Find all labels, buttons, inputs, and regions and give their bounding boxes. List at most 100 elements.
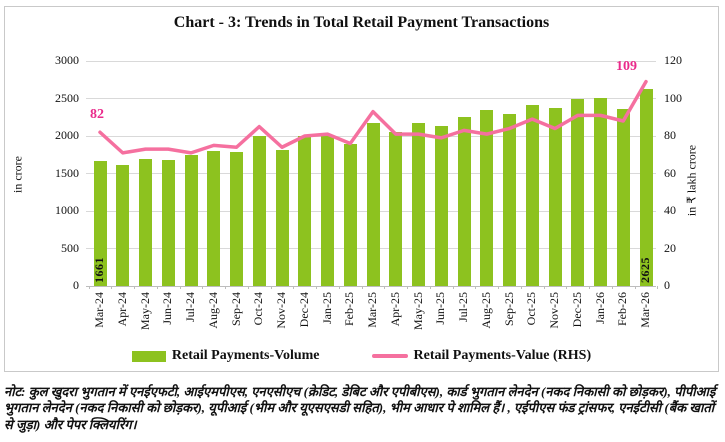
x-axis-label: Feb-25 [342, 292, 357, 326]
bar [389, 131, 403, 286]
left-axis-tick: 2000 [55, 128, 79, 142]
x-axis-label: Mar-24 [92, 292, 106, 328]
x-axis-label: Mar-26 [638, 292, 652, 328]
x-axis-label: Sep-25 [501, 292, 516, 326]
legend-item-value: Retail Payments-Value (RHS) [371, 348, 592, 364]
x-axis-tick [384, 286, 386, 289]
legend-item-volume: Retail Payments-Volume [131, 348, 320, 364]
left-axis-tick: 0 [73, 278, 79, 292]
chart-title: Chart - 3: Trends in Total Retail Paymen… [173, 14, 550, 31]
x-axis-tick [589, 286, 591, 289]
bar [548, 107, 562, 286]
x-axis-tick [498, 286, 500, 289]
bar [616, 109, 630, 286]
x-axis-tick [657, 286, 659, 289]
bar [116, 165, 130, 286]
x-axis-tick [429, 286, 431, 289]
x-axis-tick [225, 286, 227, 289]
legend-volume-label: Retail Payments-Volume [171, 348, 320, 363]
first-bar-value-label: 1661 [92, 257, 106, 283]
bar [275, 150, 289, 286]
plot-area: Mar-24 Apr-24 May-24 Jun-24 Jul-24 Aug-24 Sep-… [86, 59, 659, 330]
volume-swatch [131, 350, 166, 362]
gridline [86, 98, 656, 99]
x-axis-label: Jan-26 [592, 292, 607, 324]
chart-container: Chart - 3: Trends in Total Retail Paymen… [4, 6, 719, 372]
x-axis-tick [407, 286, 409, 289]
gridline [86, 60, 656, 62]
bar [412, 123, 425, 286]
x-axis-tick [520, 286, 522, 289]
x-axis-label: Dec-25 [569, 292, 584, 328]
x-axis-label: Jul-24 [183, 292, 197, 322]
bar [343, 144, 357, 286]
x-axis-label: Aug-25 [478, 292, 493, 329]
bar [594, 98, 607, 286]
bar [321, 135, 334, 286]
x-axis-tick [111, 286, 113, 289]
left-axis-title: in crore [10, 156, 25, 193]
x-axis-tick [316, 286, 318, 289]
x-axis-label: Nov-25 [547, 292, 561, 329]
gridline [86, 285, 656, 287]
right-axis-tick: 40 [664, 203, 676, 217]
bar [571, 98, 585, 286]
right-axis-tick: 80 [664, 128, 676, 142]
x-axis-label: Nov-24 [274, 292, 288, 329]
last-bar-value-label: 2625 [638, 257, 652, 283]
left-axis-tick: 500 [61, 240, 79, 255]
x-axis-tick [270, 286, 272, 289]
first-line-value-label: 82 [90, 107, 104, 123]
bar [525, 105, 539, 286]
x-axis-tick [452, 286, 454, 289]
left-axis-tick: 2500 [55, 90, 79, 105]
x-axis-tick [293, 286, 295, 289]
bar [298, 136, 312, 286]
x-axis-tick [338, 286, 340, 289]
footnote: नोट: कुल खुदरा भुगतान में एनईएफटी, आईएमप… [4, 384, 716, 432]
x-axis-label: Aug-24 [205, 292, 220, 329]
x-axis-label: Jun-24 [160, 292, 175, 325]
bar [184, 155, 198, 286]
x-axis-tick [475, 286, 477, 289]
x-axis-tick [543, 286, 545, 289]
bar [252, 135, 266, 286]
x-axis-label: Sep-24 [228, 292, 243, 326]
x-axis-tick [88, 286, 90, 289]
bar [161, 160, 175, 286]
right-axis-title: in ₹ lakh crore [684, 144, 699, 217]
x-axis-tick [566, 286, 568, 289]
x-axis-tick [611, 286, 613, 289]
x-axis-tick [156, 286, 158, 289]
legend-value-label: Retail Payments-Value (RHS) [413, 348, 592, 363]
value-swatch [371, 354, 408, 358]
x-axis-label: Mar-25 [365, 292, 379, 328]
left-axis-tick: 1000 [55, 203, 79, 217]
bar [207, 151, 221, 286]
bar [457, 116, 471, 286]
x-axis-tick [179, 286, 181, 289]
x-axis-label: Jan-25 [319, 292, 334, 324]
x-axis-label: May-24 [137, 292, 152, 330]
chart-legend: Retail Payments-Volume Retail Payments-V… [5, 348, 718, 364]
right-axis-tick: 120 [664, 53, 682, 67]
right-axis-tick: 100 [664, 90, 682, 105]
x-axis-tick [634, 286, 636, 289]
bar [503, 114, 516, 286]
bar [93, 161, 107, 286]
x-axis-tick [247, 286, 249, 289]
x-axis-tick [361, 286, 363, 289]
value-line [98, 79, 648, 155]
bar [139, 158, 152, 286]
x-axis-label: Apr-25 [387, 292, 402, 327]
bar [639, 89, 653, 286]
x-axis-label: Jun-25 [433, 292, 448, 325]
x-axis-label: Apr-24 [114, 292, 129, 327]
right-axis-tick: 0 [664, 278, 670, 292]
right-axis-tick: 60 [664, 165, 676, 180]
x-axis-tick [134, 286, 136, 289]
left-axis-tick: 1500 [55, 165, 79, 180]
x-axis-tick [202, 286, 204, 289]
x-axis-label: Dec-24 [296, 292, 311, 328]
bar [230, 151, 243, 286]
